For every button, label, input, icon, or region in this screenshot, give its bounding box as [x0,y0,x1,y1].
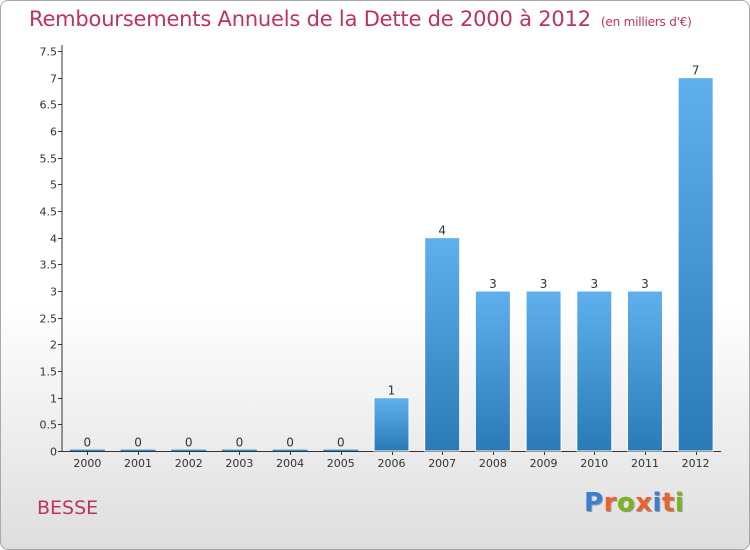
bars [69,77,714,452]
commune-name: BESSE [37,497,99,519]
y-tick-label: 6.5 [40,99,58,112]
logo-letter: o [616,488,636,518]
bar [626,290,663,452]
x-tick-label: 2005 [327,457,355,470]
bar-value-label: 0 [185,436,193,450]
bar-value-label: 3 [590,277,598,291]
bar-value-label: 0 [236,436,244,450]
bar [576,290,613,452]
bar-value-label: 3 [540,277,548,291]
x-tick-label: 2012 [682,457,710,470]
bar [221,449,257,451]
y-tick-label: 1.5 [40,366,58,379]
chart-title-text: Remboursements Annuels de la Dette de 20… [29,7,591,31]
y-tick-label: 2.5 [40,313,58,326]
y-tick-label: 2 [50,339,57,352]
bar-value-label: 0 [134,436,142,450]
bar [525,290,562,452]
y-axis: 0 0.5 1 1.5 2 2.5 3 3.5 4 4.5 5 5.5 6 6.5 7 7.5 [40,45,63,459]
x-tick-label: 2003 [225,457,253,470]
x-tick-label: 2007 [428,457,456,470]
bar [373,397,410,452]
bar-value-label: 0 [337,436,345,450]
bar-value-label: 3 [489,277,497,291]
x-tick-label: 2000 [73,457,101,470]
x-tick-label: 2009 [530,457,558,470]
y-tick-label: 7.5 [40,46,58,59]
logo-letter: P [584,488,604,518]
x-tick-label: 2011 [631,457,659,470]
bar-value-label: 4 [438,224,446,238]
x-tick-label: 2008 [479,457,507,470]
y-tick-label: 1 [50,393,57,406]
bar [171,449,207,451]
x-tick-label: 2001 [124,457,152,470]
logo-letter: t [661,488,675,518]
y-tick-label: 0.5 [40,419,58,432]
x-axis: 2000 2001 2002 2003 2004 2005 2006 2007 2008 2009… [62,451,721,470]
y-tick-label: 3.5 [40,259,58,272]
bar [677,77,714,452]
chart-title: Remboursements Annuels de la Dette de 20… [29,7,692,31]
proxiti-logo: Proxiti [584,488,684,518]
logo-letter: x [635,488,653,518]
x-tick-label: 2002 [175,457,203,470]
y-tick-label: 4 [50,233,57,246]
bar-value-label: 3 [641,277,649,291]
bar [323,449,359,451]
y-tick-label: 3 [50,286,57,299]
logo-letter: r [603,488,617,518]
bar [120,449,156,451]
bar [474,290,511,452]
bar-value-label: 0 [84,436,92,450]
logo-letter: i [674,488,685,518]
bar-value-label: 1 [388,384,396,398]
y-tick-label: 7 [50,73,57,86]
y-tick-label: 5.5 [40,153,58,166]
chart-unit-label: (en milliers d'€) [600,15,692,29]
logo-letter: i [652,488,662,518]
bar-value-label: 0 [286,436,294,450]
value-labels: 0 0 0 0 0 0 1 4 3 3 3 3 7 [84,64,700,450]
y-tick-label: 5 [50,179,57,192]
x-tick-label: 2006 [378,457,406,470]
bar-value-label: 7 [692,64,700,78]
bar [272,449,308,451]
bar [424,237,461,452]
x-tick-label: 2010 [580,457,608,470]
y-tick-label: 4.5 [40,206,58,219]
x-tick-label: 2004 [276,457,304,470]
y-tick-label: 0 [50,446,57,459]
y-tick-label: 6 [50,126,57,139]
bar [69,449,105,451]
